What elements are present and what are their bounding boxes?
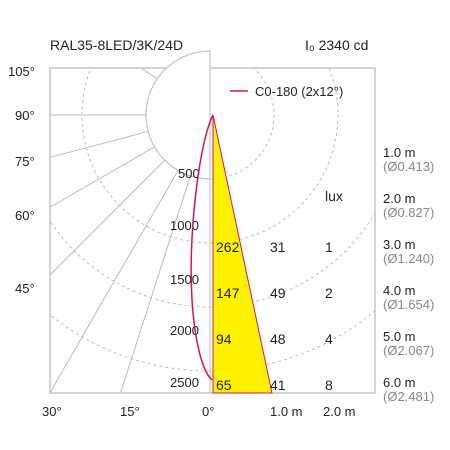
x-axis-label-1m: 1.0 m xyxy=(270,404,303,419)
distance-label: 2.0 m xyxy=(383,191,416,206)
ring-label-2000: 2000 xyxy=(170,323,199,338)
lux-value: 262 xyxy=(216,239,240,255)
center-disk xyxy=(145,50,211,180)
distance-label: 3.0 m xyxy=(383,237,416,252)
lux-value: 147 xyxy=(216,285,240,301)
angle-label-90: 90° xyxy=(15,108,35,123)
lux-value: 94 xyxy=(216,331,232,347)
lux-header: lux xyxy=(325,188,343,204)
intensity-curve xyxy=(190,114,214,381)
distance-label: 1.0 m xyxy=(383,145,416,160)
distance-label: 5.0 m xyxy=(383,329,416,344)
ring-label-1500: 1500 xyxy=(170,272,199,287)
lux-value: 2 xyxy=(325,285,333,301)
lux-value: 48 xyxy=(270,331,286,347)
x-axis-label-2m: 2.0 m xyxy=(323,404,356,419)
diameter-label: (Ø1.240) xyxy=(383,251,434,266)
angle-label-60: 60° xyxy=(15,208,35,223)
angle-label-0: 0° xyxy=(202,404,214,419)
diameter-label: (Ø2.481) xyxy=(383,389,434,404)
legend-label: C0-180 (2x12°) xyxy=(255,84,343,99)
light-cone xyxy=(212,114,273,394)
diameter-label: (Ø1.654) xyxy=(383,297,434,312)
angle-label-105: 105° xyxy=(8,64,35,79)
distance-label: 6.0 m xyxy=(383,375,416,390)
peak-intensity: I₀ 2340 cd xyxy=(305,37,368,53)
lux-value: 31 xyxy=(270,239,286,255)
angle-label-30: 30° xyxy=(42,404,62,419)
ring-label-2500: 2500 xyxy=(170,375,199,390)
ring-label-1000: 1000 xyxy=(170,218,199,233)
lux-value: 4 xyxy=(325,331,333,347)
lux-value: 65 xyxy=(216,377,232,393)
lux-value: 8 xyxy=(325,377,333,393)
distance-label: 4.0 m xyxy=(383,283,416,298)
ring-label-500: 500 xyxy=(178,166,200,181)
diameter-label: (Ø2.067) xyxy=(383,343,434,358)
diameter-label: (Ø0.413) xyxy=(383,159,434,174)
angle-label-45: 45° xyxy=(15,281,35,296)
lux-value: 41 xyxy=(270,377,286,393)
lux-value: 1 xyxy=(325,239,333,255)
angle-label-75: 75° xyxy=(15,154,35,169)
product-code: RAL35-8LED/3K/24D xyxy=(50,37,183,53)
diameter-label: (Ø0.827) xyxy=(383,205,434,220)
lux-value: 49 xyxy=(270,285,286,301)
angle-label-15: 15° xyxy=(120,404,140,419)
